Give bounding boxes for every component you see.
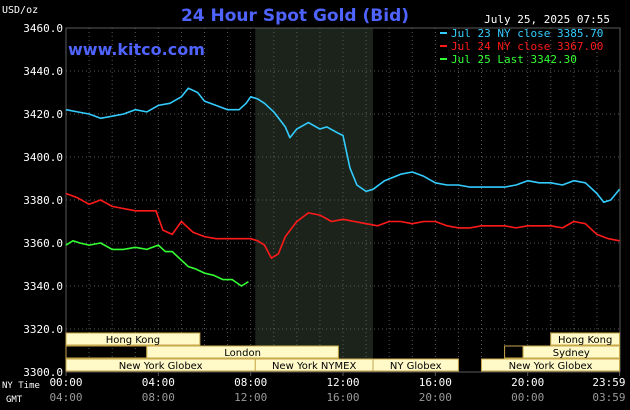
session-label: Hong Kong [558,335,612,346]
x-tick-label-gmt: 12:00 [234,391,267,404]
x-tick-label-ny: 08:00 [234,376,267,389]
x-tick-label-gmt: 20:00 [419,391,452,404]
y-tick-label: 3300.0 [23,366,63,379]
session-label: Sydney [553,348,590,359]
chart-title: 24 Hour Spot Gold (Bid) [181,6,409,26]
legend-entry-1: Jul 24 NY close 3367.00 [451,40,603,53]
x-tick-label-gmt: 16:00 [326,391,359,404]
session-stub [65,345,148,359]
grid-layer [65,27,621,373]
session-bar [550,332,621,346]
y-tick-label: 3360.0 [23,237,63,250]
session-stub [504,345,524,359]
session-label: New York Globex [509,361,593,372]
y-unit-label: USD/oz [2,5,38,16]
session-bar [372,358,459,372]
y-tick-label: 3420.0 [23,108,63,121]
legend-entry-2: Jul 25 Last 3342.30 [451,53,577,66]
x-tick-label-gmt: 04:00 [49,391,82,404]
session-bar [65,332,201,346]
x-tick-label-gmt: 08:00 [142,391,175,404]
session-label: NY Globex [390,361,442,372]
site-label: www.kitco.com [68,40,205,59]
x-tick-label-gmt: 00:00 [511,391,544,404]
series-layer [65,87,621,287]
session-bar [146,345,339,359]
legend-entry-0: Jul 23 NY close 3385.70 [451,27,603,40]
session-label: New York Globex [119,361,203,372]
session-label: New York NYMEX [272,361,357,372]
session-bar [522,345,621,359]
y-tick-label: 3380.0 [23,194,63,207]
y-tick-label: 3340.0 [23,280,63,293]
session-label: Hong Kong [106,335,160,346]
gmt-row-label: GMT [6,395,23,405]
ny-time-row-label: NY Time [2,381,40,391]
session-label: London [224,348,261,359]
axis-layer: 3300.0 3320.0 3340.0 3360.0 3380.0 3400.0 3420… [23,22,625,404]
x-tick-label-ny: 04:00 [142,376,175,389]
x-tick-label-ny: 20:00 [511,376,544,389]
x-tick-label-ny: 00:00 [49,376,82,389]
x-tick-label-gmt: 03:59 [592,391,625,404]
x-tick-label-ny: 16:00 [419,376,452,389]
session-layer: Hong Kong London New York Globex New York N… [65,332,621,372]
y-tick-label: 3400.0 [23,151,63,164]
y-tick-label: 3320.0 [23,323,63,336]
series-line-1 [65,192,620,259]
date-label: July 25, 2025 07:55 [484,13,610,26]
series-line-2 [65,240,249,287]
session-bar [481,358,621,372]
y-tick-label: 3460.0 [23,22,63,35]
x-tick-label-ny: 12:00 [326,376,359,389]
series-line-0 [65,87,621,203]
y-tick-label: 3440.0 [23,65,63,78]
x-tick-label-ny: 23:59 [592,376,625,389]
